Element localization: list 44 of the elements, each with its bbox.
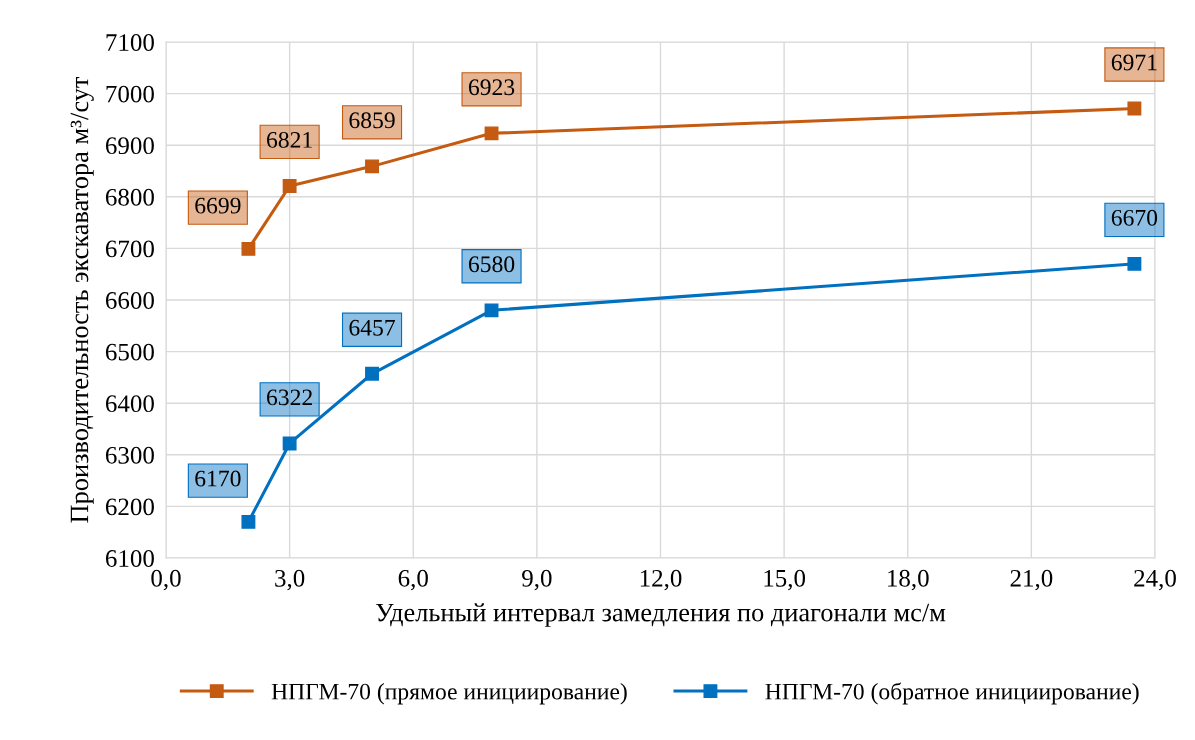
point [241,241,256,256]
y-axis-title: Производительность экскаватора м³/сут [70,76,94,523]
point [241,514,256,529]
y-tick-label: 6300 [105,446,154,464]
data-label: 6699 [195,197,241,214]
data-label: 6821 [267,131,312,148]
x-tick-label: 12,0 [640,569,682,591]
data-label: 6170 [195,470,241,487]
point [282,436,297,451]
x-tick-label: 15,0 [764,569,806,591]
y-tick-label: 6700 [105,240,154,258]
x-tick-label: 0,0 [151,569,181,591]
x-tick-label: 21,0 [1010,569,1053,591]
legend-label: НПГМ-70 (обратное инициирование) [765,682,1139,705]
y-tick-label: 6200 [105,498,154,516]
point [365,366,379,381]
x-tick-label: 3,0 [275,569,305,591]
point [1127,101,1142,116]
x-tick-label: 9,0 [522,569,552,591]
x-tick-label: 6,0 [398,569,428,591]
x-tick-label: 18,0 [888,569,929,591]
point [484,126,499,141]
data-label: 6859 [349,112,395,129]
data-label: 6923 [468,79,515,96]
y-tick-label: 6800 [105,188,154,206]
y-tick-label: 6400 [105,395,154,413]
data-label: 6457 [349,319,395,336]
legend-label: НПГМ-70 (прямое инициирование) [271,682,627,705]
y-tick-label: 7100 [106,34,154,51]
point [282,179,297,193]
y-tick-label: 6500 [105,343,154,361]
point [484,303,499,318]
data-label: 6580 [468,256,515,273]
data-label: 6670 [1111,209,1158,226]
x-tick-label: 24,0 [1134,569,1176,591]
data-label: 6322 [267,389,312,406]
point [365,159,379,174]
point [1127,256,1142,271]
data-label: 6971 [1111,54,1157,71]
y-tick-label: 6900 [105,137,154,155]
y-tick-label: 7000 [106,85,154,103]
y-tick-label: 6600 [105,292,154,309]
x-axis-title: Удельный интервал замедления по диагонали мс/м [375,603,946,627]
y-tick-label: 6100 [105,550,154,567]
